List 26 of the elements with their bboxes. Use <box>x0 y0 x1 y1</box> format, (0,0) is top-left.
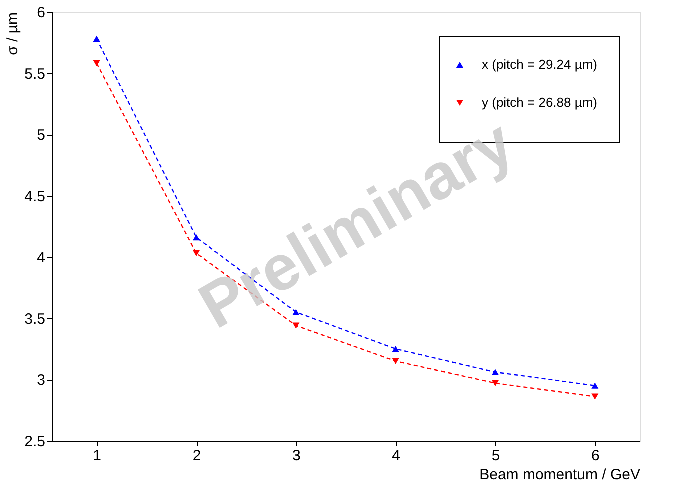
x-tick-label: 4 <box>392 448 400 464</box>
point <box>592 394 599 400</box>
legend-label: y (pitch = 26.88 µm) <box>482 95 598 110</box>
x-axis-title: Beam momentum / GeV <box>480 466 640 482</box>
legend-label: x (pitch = 29.24 µm) <box>482 57 598 72</box>
x-tick-label: 5 <box>492 448 500 464</box>
point <box>93 60 100 67</box>
y-axis-title: σ / µm <box>4 12 22 56</box>
y-tick-label: 4.5 <box>24 188 46 206</box>
x-tick-label: 2 <box>192 448 202 464</box>
y-tick-label: 2.5 <box>24 434 46 450</box>
y-tick-label: 3.5 <box>24 310 46 328</box>
x-tick-label: 3 <box>292 448 301 464</box>
point <box>392 358 400 364</box>
y-tick-label: 4 <box>37 250 46 267</box>
point <box>392 346 400 352</box>
y-tick-label: 3 <box>37 372 46 390</box>
y-tick-label: 5 <box>37 127 46 144</box>
point <box>592 382 599 389</box>
y-tick-label: 5.5 <box>24 66 46 83</box>
x-tick-label: 1 <box>93 448 102 464</box>
y-tick-label: 6 <box>37 4 46 22</box>
x-tick-label: 6 <box>591 448 600 464</box>
point <box>492 369 500 376</box>
point <box>492 380 500 386</box>
point <box>93 36 100 42</box>
